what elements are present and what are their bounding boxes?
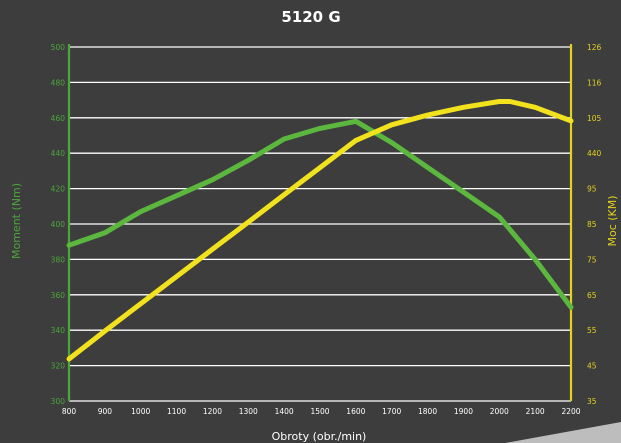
series-group bbox=[66, 99, 574, 362]
axes bbox=[67, 44, 573, 401]
x-tick-label: 2000 bbox=[490, 407, 509, 416]
y-axis-label-left: Moment (Nm) bbox=[10, 183, 23, 259]
power-line bbox=[66, 99, 574, 362]
y-right-tick-label: 105 bbox=[587, 114, 602, 123]
y-right-tick-label: 55 bbox=[587, 326, 597, 335]
x-tick-label: 1900 bbox=[454, 407, 473, 416]
y-axis-label-right: Moc (KM) bbox=[606, 195, 619, 246]
x-tick-label: 900 bbox=[98, 407, 113, 416]
x-tick-label: 1500 bbox=[310, 407, 329, 416]
y-left-tick-label: 500 bbox=[51, 43, 66, 52]
y-left-tick-label: 340 bbox=[51, 326, 66, 335]
y-left-tick-label: 300 bbox=[51, 397, 66, 406]
x-tick-label: 1200 bbox=[203, 407, 222, 416]
x-tick-label: 1800 bbox=[418, 407, 437, 416]
y-right-tick-label: 440 bbox=[587, 149, 602, 158]
torque-line bbox=[66, 118, 574, 310]
y-left-tick-label: 420 bbox=[51, 185, 66, 194]
y-right-tick-label: 75 bbox=[587, 255, 597, 264]
x-tick-label: 1100 bbox=[167, 407, 186, 416]
y-right-tick-label: 35 bbox=[587, 397, 597, 406]
grid bbox=[69, 46, 571, 402]
y-left-tick-label: 480 bbox=[51, 78, 66, 87]
x-tick-label: 800 bbox=[62, 407, 77, 416]
y-right-tick-label: 85 bbox=[587, 220, 597, 229]
y-left-tick-label: 320 bbox=[51, 362, 66, 371]
x-axis-label: Obroty (obr./min) bbox=[272, 430, 367, 443]
x-tick-label: 1000 bbox=[131, 407, 150, 416]
y-left-tick-label: 360 bbox=[51, 291, 66, 300]
x-tick-label: 1700 bbox=[382, 407, 401, 416]
y-right-tick-label: 116 bbox=[587, 78, 602, 87]
y-left-tick-label: 380 bbox=[51, 255, 66, 264]
decorative-corner bbox=[505, 422, 621, 443]
x-tick-label: 2200 bbox=[561, 407, 580, 416]
y-left-tick-label: 400 bbox=[51, 220, 66, 229]
x-tick-label: 1400 bbox=[275, 407, 294, 416]
y-right-tick-label: 126 bbox=[587, 43, 602, 52]
y-left-tick-label: 440 bbox=[51, 149, 66, 158]
x-tick-label: 1300 bbox=[239, 407, 258, 416]
y-right-tick-label: 45 bbox=[587, 362, 597, 371]
y-right-tick-label: 65 bbox=[587, 291, 597, 300]
y-left-tick-label: 460 bbox=[51, 114, 66, 123]
y-right-tick-label: 95 bbox=[587, 185, 597, 194]
chart-title: 5120 G bbox=[281, 8, 340, 26]
tick-labels: 300 320 340 360 380 400 420 440 460 480 500 35 45 55 6… bbox=[51, 43, 602, 416]
x-tick-label: 1600 bbox=[346, 407, 365, 416]
x-tick-label: 2100 bbox=[526, 407, 545, 416]
